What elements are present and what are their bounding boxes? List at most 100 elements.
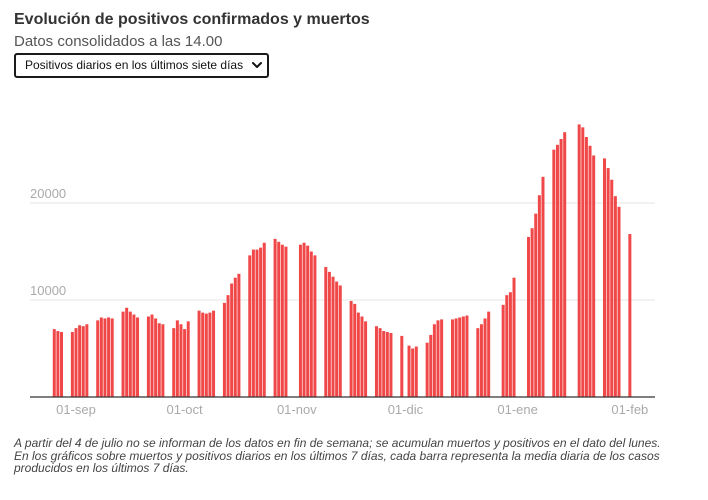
bar xyxy=(259,247,263,397)
bar xyxy=(530,228,534,397)
bar xyxy=(204,313,208,397)
bar xyxy=(56,331,60,397)
bar xyxy=(338,285,342,397)
bar xyxy=(302,242,306,397)
bar xyxy=(432,324,436,397)
bar xyxy=(563,132,567,397)
bar xyxy=(132,314,136,397)
metric-select[interactable]: Positivos diarios en los últimos siete d… xyxy=(14,53,269,78)
bar xyxy=(60,332,64,397)
bar xyxy=(251,249,255,397)
bar xyxy=(389,332,393,397)
bar xyxy=(385,332,389,397)
bar xyxy=(179,324,183,397)
chevron-down-icon xyxy=(252,62,262,68)
bar xyxy=(440,319,444,397)
bar xyxy=(226,295,230,397)
x-tick-label: 01-ene xyxy=(497,402,537,417)
bar xyxy=(222,302,226,397)
bar xyxy=(201,312,205,397)
bar xyxy=(136,317,140,397)
bar xyxy=(309,251,313,397)
bar xyxy=(588,145,592,397)
bar xyxy=(603,158,607,397)
bar xyxy=(479,324,483,397)
bar xyxy=(237,273,241,397)
bar xyxy=(436,320,440,397)
bar xyxy=(99,317,103,397)
bar xyxy=(150,314,154,397)
bar xyxy=(96,320,100,397)
bar xyxy=(360,316,364,397)
bar xyxy=(613,196,617,397)
bar xyxy=(110,318,114,397)
y-axis-tick-labels: 10000 20000 xyxy=(30,186,66,298)
bar xyxy=(400,335,404,397)
bar xyxy=(541,176,545,397)
bar xyxy=(70,332,74,397)
bar xyxy=(175,320,179,397)
bar xyxy=(107,317,111,397)
bar xyxy=(255,249,259,397)
bar xyxy=(327,271,331,397)
bar xyxy=(197,310,201,397)
bar xyxy=(483,318,487,397)
bar xyxy=(512,277,516,397)
bar xyxy=(103,318,107,397)
bar xyxy=(349,300,353,397)
x-tick-label: 01-feb xyxy=(611,402,648,417)
bar xyxy=(407,345,411,397)
bar xyxy=(364,321,368,397)
bar-chart: 10000 20000 01-sep 01-oct 01-nov 01-dic 01-en… xyxy=(30,124,655,417)
bar xyxy=(610,179,614,397)
bar xyxy=(606,168,610,397)
bar xyxy=(277,241,281,397)
bar xyxy=(273,238,277,397)
bar xyxy=(559,138,563,398)
bar-series xyxy=(52,124,632,398)
bar xyxy=(183,329,187,397)
bar xyxy=(172,328,176,397)
bar xyxy=(128,311,132,397)
bar xyxy=(146,316,150,397)
bar xyxy=(74,328,78,397)
bar xyxy=(584,137,588,397)
bar xyxy=(537,195,541,397)
bar xyxy=(161,324,165,397)
bar xyxy=(284,246,288,397)
bar xyxy=(382,331,386,397)
bar xyxy=(186,321,190,397)
chart-subtitle: Datos consolidados a las 14.00 xyxy=(14,33,223,50)
bar xyxy=(154,318,158,397)
bar xyxy=(125,307,129,397)
bar xyxy=(555,144,559,397)
bar xyxy=(324,267,328,397)
bar xyxy=(592,155,596,397)
metric-select-value: Positivos diarios en los últimos siete d… xyxy=(25,58,244,72)
y-tick-label: 10000 xyxy=(30,283,66,298)
bar xyxy=(617,206,621,397)
bar xyxy=(306,245,310,397)
bar xyxy=(233,277,237,397)
bar xyxy=(461,316,465,397)
bar xyxy=(450,319,454,397)
bar xyxy=(313,255,317,397)
bar xyxy=(505,295,509,397)
bar xyxy=(353,303,357,397)
bar xyxy=(411,348,415,397)
bar xyxy=(157,323,161,397)
x-tick-label: 01-nov xyxy=(277,402,317,417)
bar xyxy=(487,311,491,397)
bar xyxy=(280,244,284,397)
bar xyxy=(85,324,89,397)
bar xyxy=(212,310,216,397)
bar xyxy=(425,342,429,397)
bar xyxy=(465,315,469,397)
bar xyxy=(414,346,418,397)
bar xyxy=(476,328,480,397)
bar xyxy=(81,326,85,397)
bar xyxy=(52,329,56,397)
x-axis-tick-labels: 01-sep 01-oct 01-nov 01-dic 01-ene 01-feb xyxy=(56,402,648,417)
bar xyxy=(552,149,556,397)
bar xyxy=(335,281,339,397)
